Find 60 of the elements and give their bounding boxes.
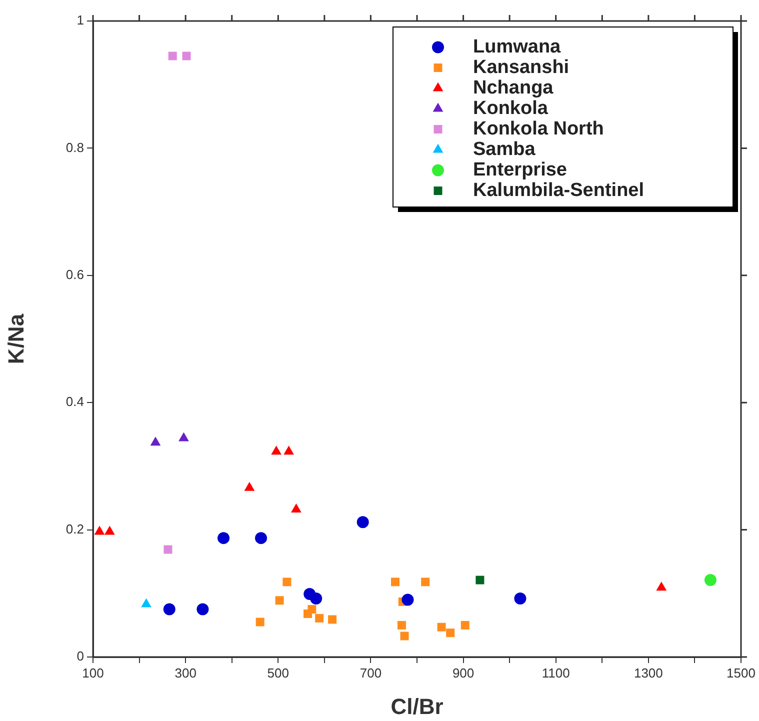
point (308, 605, 316, 614)
legend-label: Konkola North (473, 118, 604, 140)
point (460, 620, 470, 630)
point (310, 592, 322, 604)
point (397, 620, 406, 630)
point (94, 526, 105, 535)
point (356, 516, 369, 528)
y-tick-label: 1 (76, 12, 84, 28)
point (182, 52, 191, 60)
legend-label: Nchanga (473, 77, 554, 98)
y-tick-label: 0.4 (66, 394, 84, 410)
point (255, 532, 268, 544)
point (163, 603, 176, 616)
point (476, 576, 484, 584)
point (704, 574, 716, 586)
point (291, 503, 302, 512)
x-tick-label: 1100 (542, 665, 570, 680)
y-tick-label: 0 (76, 648, 84, 664)
legend-label: Samba (473, 138, 536, 160)
legend-label: Kansanshi (473, 56, 570, 78)
legend-label: Enterprise (473, 159, 567, 180)
point (282, 578, 292, 586)
x-tick-label: 700 (360, 665, 382, 680)
point (421, 578, 430, 586)
point (656, 582, 667, 591)
point (164, 545, 172, 554)
x-tick-label: 1300 (634, 665, 663, 680)
legend-label: Lumwana (473, 36, 562, 58)
point (141, 598, 152, 608)
point (400, 632, 409, 640)
x-tick-label: 500 (267, 665, 289, 680)
point (514, 592, 526, 604)
x-tick-label: 300 (174, 665, 196, 680)
point (284, 446, 294, 455)
point (178, 432, 189, 442)
y-tick-label: 0.8 (66, 140, 84, 155)
point (271, 446, 282, 455)
point (328, 615, 337, 624)
point (196, 603, 209, 616)
point (391, 578, 400, 586)
x-axis-title: Cl/Br (390, 694, 444, 719)
point (168, 52, 177, 60)
point (446, 628, 455, 638)
point (402, 594, 414, 606)
x-tick-label: 100 (82, 665, 104, 680)
point (315, 614, 324, 622)
point (275, 596, 284, 605)
point (244, 482, 255, 491)
point (218, 532, 230, 544)
point (256, 618, 264, 626)
point (437, 622, 446, 632)
y-tick-label: 0.2 (66, 521, 84, 536)
y-axis-title: K/Na (3, 313, 28, 364)
point (150, 436, 161, 446)
x-tick-label: 900 (452, 665, 474, 680)
y-tick-label: 0.6 (66, 266, 84, 282)
x-tick-label: 1500 (726, 665, 756, 680)
legend-label: Konkola (473, 98, 548, 119)
legend-label: Kalumbila-Sentinel (473, 180, 644, 201)
point (104, 526, 115, 535)
